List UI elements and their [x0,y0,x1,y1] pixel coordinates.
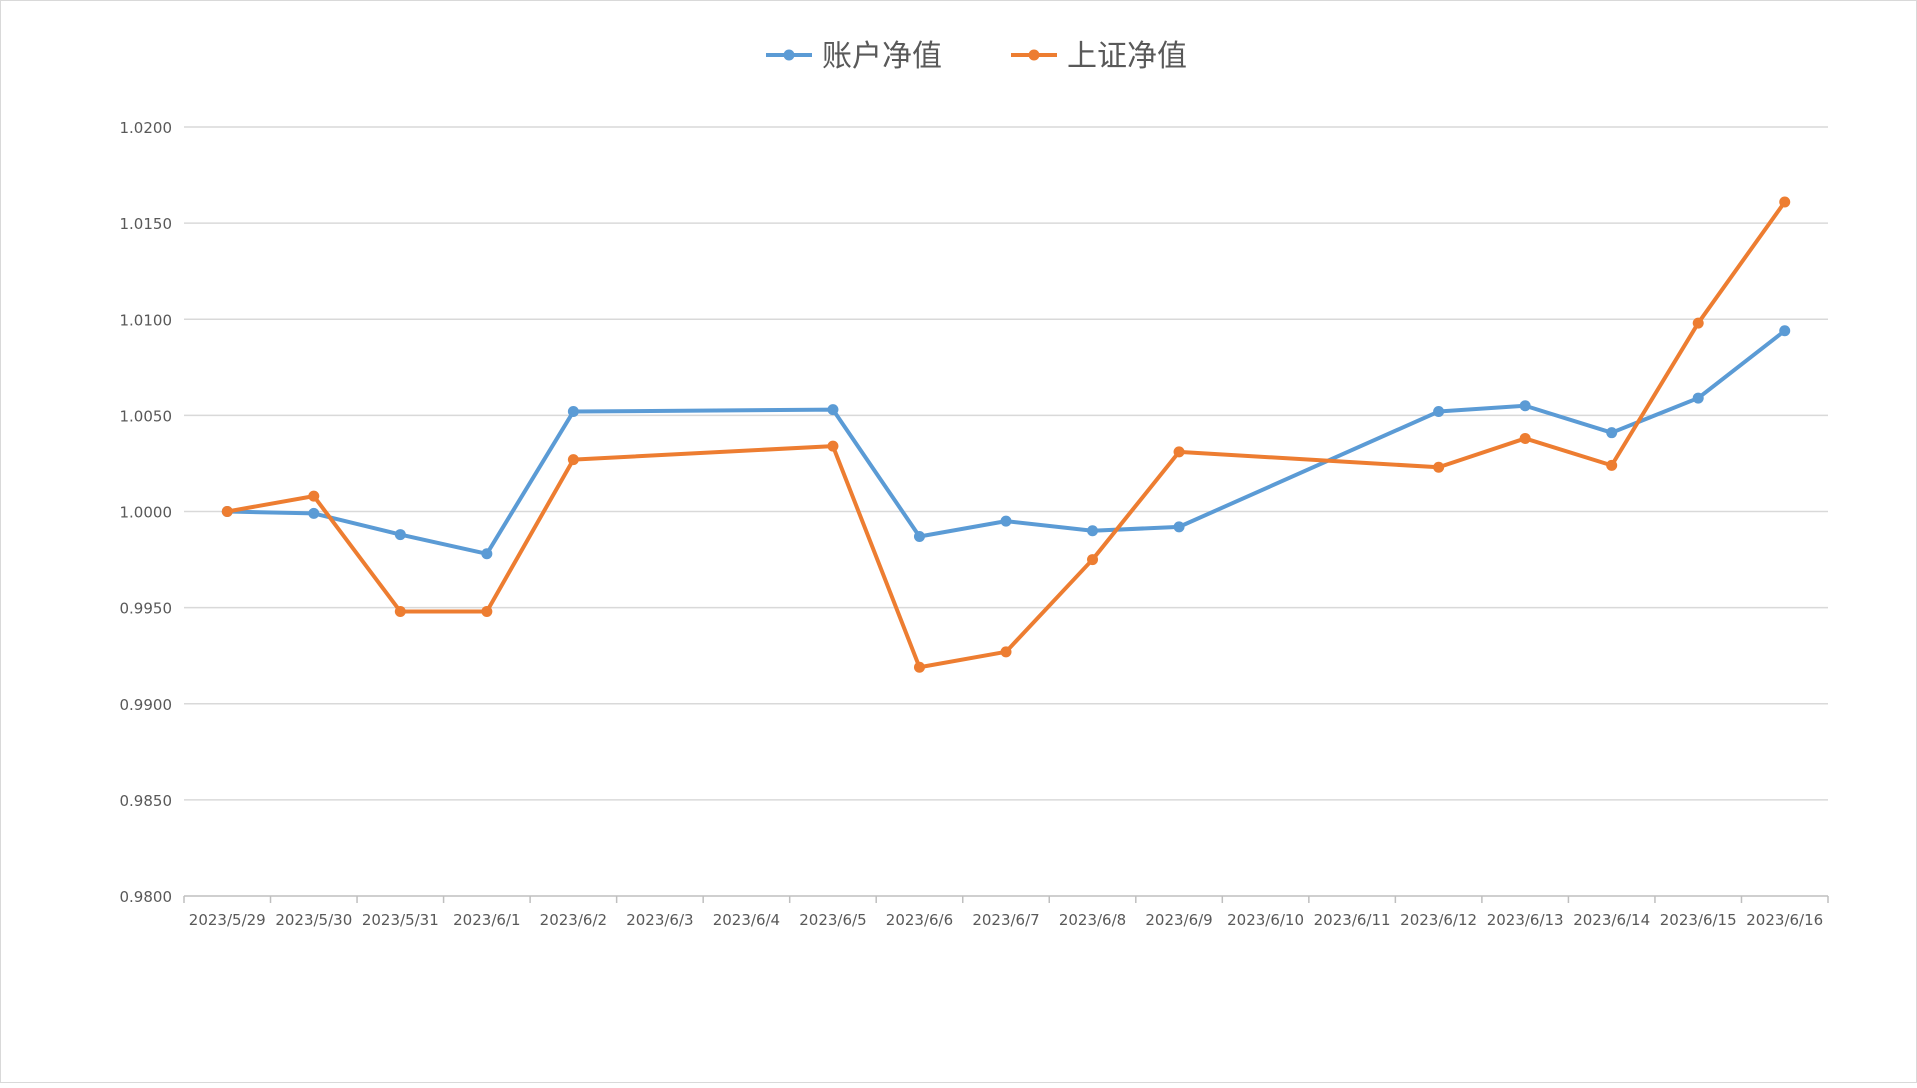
x-tick-label: 2023/6/8 [1059,911,1126,929]
x-tick-label: 2023/6/12 [1400,911,1477,929]
data-point [1519,432,1531,444]
data-point [308,507,320,519]
data-point [481,605,493,617]
x-tick-label: 2023/6/1 [453,911,520,929]
legend: 账户净值 上证净值 [766,39,1187,74]
x-tick-label: 2023/6/11 [1314,911,1391,929]
x-tick-label: 2023/6/4 [713,911,780,929]
x-tick-label: 2023/6/2 [540,911,607,929]
x-tick-label: 2023/6/7 [972,911,1039,929]
data-point [1606,427,1618,439]
data-point [1779,196,1791,208]
data-point [567,406,579,418]
y-tick-label: 0.9800 [120,888,173,906]
data-point [1173,446,1185,458]
data-point [567,454,579,466]
y-tick-label: 1.0200 [120,119,173,137]
data-point [1779,325,1791,337]
data-point [394,605,406,617]
data-point [1433,406,1445,418]
y-tick-label: 0.9900 [120,696,173,714]
data-point [827,404,839,416]
data-point [1606,459,1618,471]
data-point [1000,646,1012,658]
data-point [1692,317,1704,329]
data-point [1519,400,1531,412]
data-point [827,440,839,452]
legend-label: 账户净值 [822,39,942,74]
series-line-1 [226,200,1787,670]
data-point [1000,515,1012,527]
data-point [1433,461,1445,473]
legend-label: 上证净值 [1067,39,1187,74]
x-tick-label: 2023/5/30 [275,911,352,929]
x-tick-label: 2023/6/14 [1573,911,1650,929]
data-point [481,548,493,560]
y-tick-label: 1.0000 [120,504,173,522]
data-point [221,506,233,517]
data-point [1173,521,1185,533]
x-tick-label: 2023/5/29 [189,911,266,929]
gridlines [184,126,1828,801]
y-tick-label: 0.9850 [120,792,173,810]
x-tick-label: 2023/6/10 [1227,911,1304,929]
data-point [308,490,320,502]
data-point [913,530,925,542]
legend-marker [1028,49,1040,61]
data-point [394,529,406,541]
y-tick-label: 1.0100 [120,311,173,329]
x-tick-label: 2023/5/31 [362,911,439,929]
data-point [913,661,925,673]
x-tick-label: 2023/6/3 [626,911,693,929]
x-tick-label: 2023/6/5 [799,911,866,929]
data-point [1087,554,1099,566]
axes: 0.9800 0.9850 0.9900 0.9950 1.0000 1.0050 1.01… [120,119,1829,929]
data-point [1087,525,1099,537]
legend-marker [783,49,795,61]
data-point [1692,392,1704,404]
x-tick-label: 2023/6/6 [886,911,953,929]
y-tick-label: 0.9950 [120,600,173,618]
x-tick-label: 2023/6/9 [1145,911,1212,929]
x-tick-label: 2023/6/16 [1746,911,1823,929]
x-tick-label: 2023/6/13 [1487,911,1564,929]
series-group [221,196,1791,673]
y-tick-label: 1.0050 [120,407,173,425]
x-tick-label: 2023/6/15 [1660,911,1737,929]
y-tick-label: 1.0150 [120,215,173,233]
